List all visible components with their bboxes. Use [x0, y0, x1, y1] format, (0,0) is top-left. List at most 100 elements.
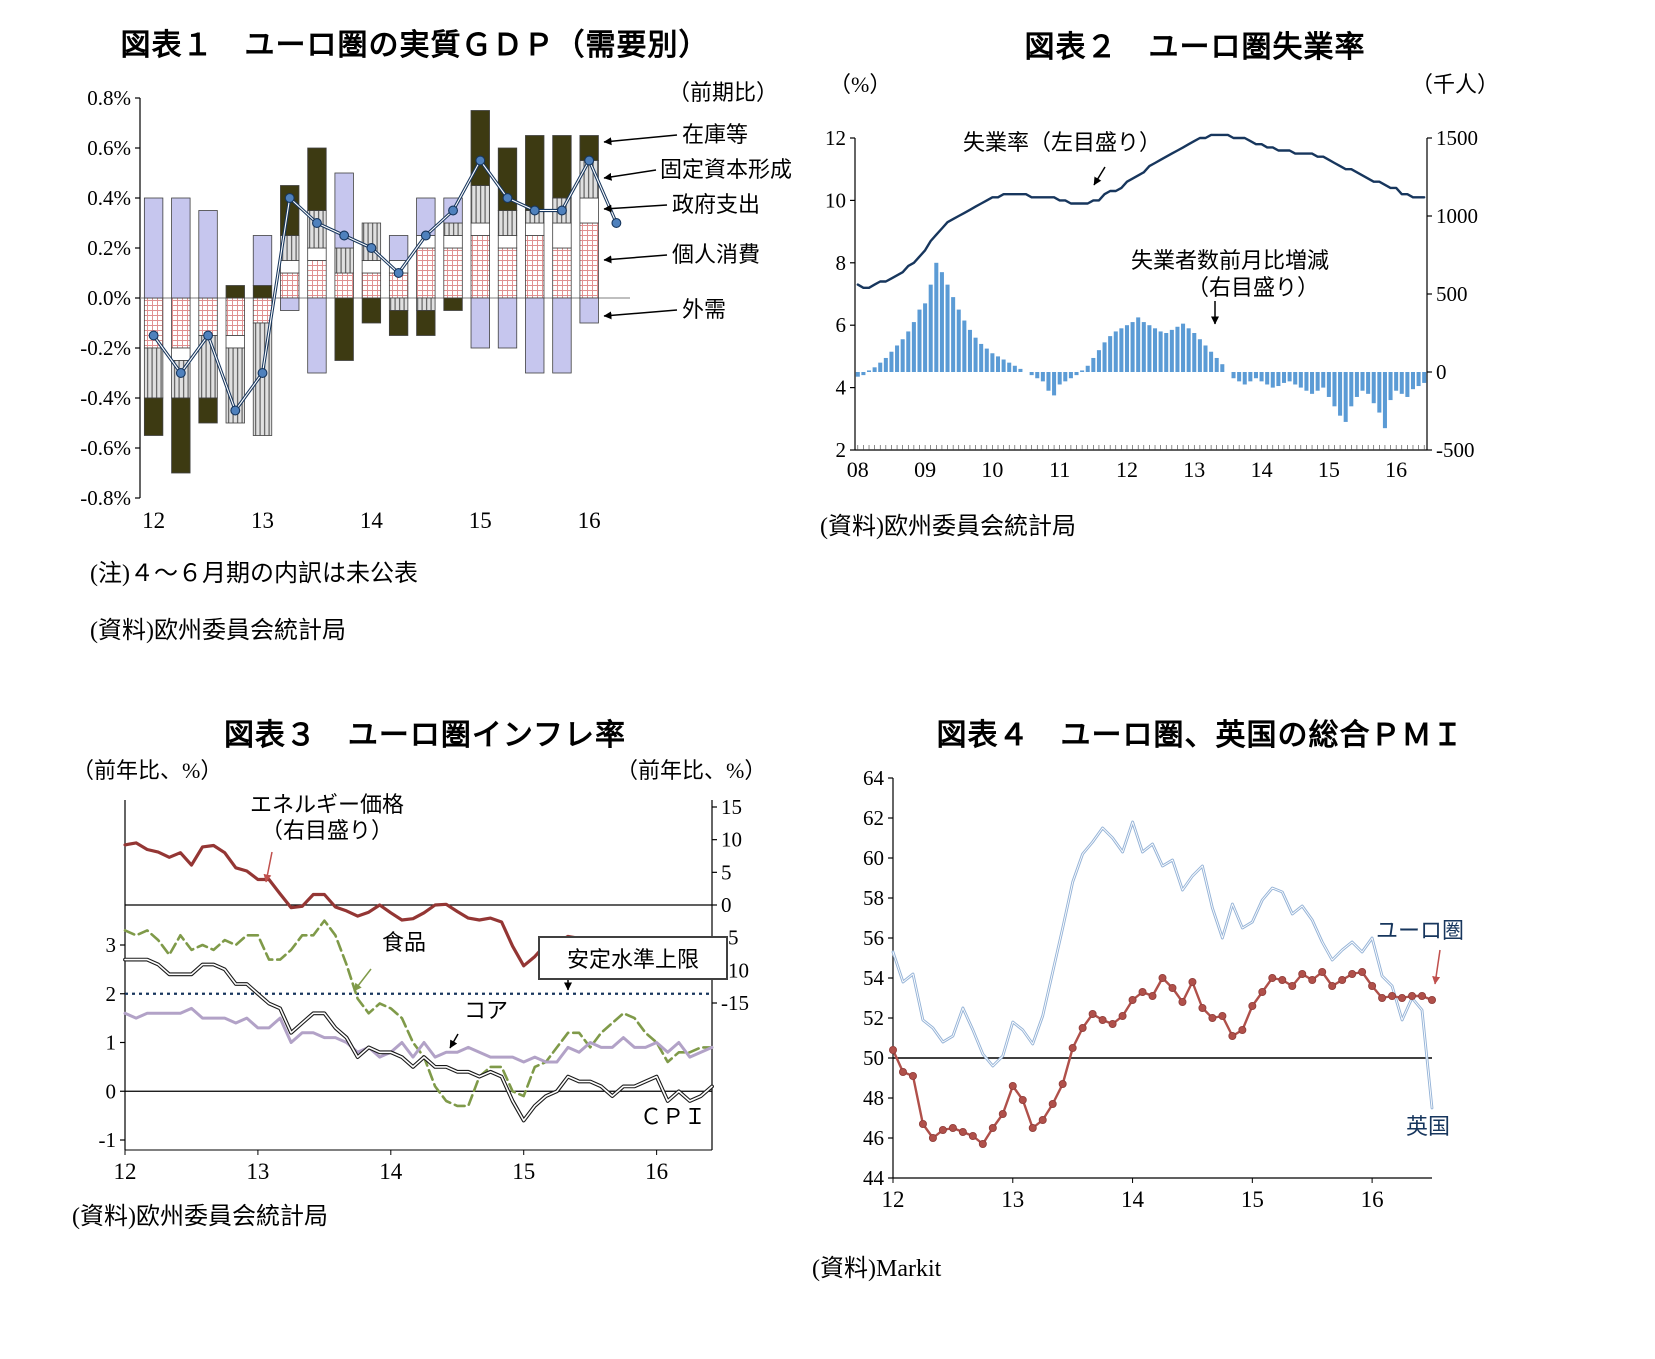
fig3-energy-annotation-line1: エネルギー価格: [249, 792, 404, 817]
svg-text:62: 62: [863, 806, 884, 830]
fig3-unit-right-label: （前年比、%）: [616, 758, 767, 783]
svg-text:10: 10: [825, 188, 846, 212]
fig1-legend-consumption-label: 個人消費: [672, 242, 761, 267]
fig1-title: 図表１ ユーロ圏の実質ＧＤＰ（需要別）: [120, 29, 710, 62]
fig2-change-annotation-line2: （右目盛り）: [1187, 275, 1320, 300]
fig1-panel: 図表１ ユーロ圏の実質ＧＤＰ（需要別） -0.8% -0.6% -0.4% -0.2%…: [20, 8, 810, 688]
fig2-panel: 図表２ ユーロ圏失業率 2 4 6 8 10 12 -500 0 500 1000 1500 08 09…: [815, 8, 1515, 588]
svg-text:15: 15: [469, 508, 492, 533]
svg-text:10: 10: [721, 828, 742, 852]
svg-text:14: 14: [1121, 1187, 1145, 1212]
svg-text:44: 44: [863, 1166, 885, 1190]
svg-text:13: 13: [246, 1159, 269, 1184]
fig1-legend-inventories-label: 在庫等: [682, 122, 749, 147]
svg-text:46: 46: [863, 1126, 884, 1150]
svg-text:14: 14: [1251, 457, 1273, 482]
svg-text:-1: -1: [99, 1128, 117, 1152]
svg-text:12: 12: [825, 126, 846, 150]
svg-text:50: 50: [863, 1046, 884, 1070]
svg-text:16: 16: [578, 508, 601, 533]
svg-text:0.0%: 0.0%: [87, 286, 131, 310]
fig1-source: (資料)欧州委員会統計局: [90, 618, 346, 644]
svg-text:2: 2: [106, 982, 117, 1006]
fig4-uk-annotation: 英国: [1406, 1114, 1451, 1139]
svg-text:54: 54: [863, 966, 885, 990]
fig4-euro-annotation: ユーロ圏: [1376, 918, 1465, 943]
svg-text:500: 500: [1436, 282, 1468, 306]
svg-text:13: 13: [1183, 457, 1205, 482]
fig1-legend-external-label: 外需: [682, 297, 727, 322]
svg-text:5: 5: [721, 860, 732, 884]
svg-text:0.2%: 0.2%: [87, 236, 131, 260]
svg-text:10: 10: [981, 457, 1003, 482]
svg-text:0.8%: 0.8%: [87, 86, 131, 110]
fig3-panel: 図表３ ユーロ圏インフレ率 3 2 1 0 -1 15 10 5 0 -5 -10 -15 12 13 14…: [60, 700, 790, 1320]
fig3-stability-limit-box: 安定水準上限: [538, 936, 728, 980]
fig3-food-annotation: 食品: [382, 930, 427, 955]
svg-text:16: 16: [1361, 1187, 1384, 1212]
svg-text:64: 64: [863, 766, 885, 790]
svg-text:1000: 1000: [1436, 204, 1478, 228]
svg-text:1: 1: [106, 1031, 117, 1055]
svg-text:-0.4%: -0.4%: [80, 386, 131, 410]
fig2-source: (資料)欧州委員会統計局: [820, 514, 1076, 540]
fig1-note: (注)４～６月期の内訳は未公表: [90, 561, 418, 587]
svg-text:56: 56: [863, 926, 884, 950]
svg-text:58: 58: [863, 886, 884, 910]
svg-text:3: 3: [106, 933, 117, 957]
fig3-source: (資料)欧州委員会統計局: [72, 1204, 328, 1230]
svg-text:52: 52: [863, 1006, 884, 1030]
svg-text:09: 09: [914, 457, 936, 482]
svg-text:14: 14: [360, 508, 384, 533]
fig2-change-annotation-line1: 失業者数前月比増減: [1131, 248, 1330, 273]
svg-text:6: 6: [836, 313, 847, 337]
svg-text:4: 4: [836, 376, 847, 400]
fig3-energy-annotation-line2: （右目盛り）: [260, 818, 393, 843]
fig3-title: 図表３ ユーロ圏インフレ率: [223, 719, 627, 752]
svg-text:14: 14: [379, 1159, 403, 1184]
svg-text:08: 08: [847, 457, 869, 482]
svg-text:15: 15: [721, 795, 742, 819]
svg-text:15: 15: [512, 1159, 535, 1184]
svg-text:12: 12: [114, 1159, 137, 1184]
svg-text:-0.2%: -0.2%: [80, 336, 131, 360]
fig3-core-annotation: コア: [464, 998, 509, 1023]
fig4-title: 図表４ ユーロ圏、英国の総合ＰＭＩ: [936, 719, 1464, 752]
svg-text:-0.6%: -0.6%: [80, 436, 131, 460]
svg-text:15: 15: [1241, 1187, 1264, 1212]
svg-text:0.4%: 0.4%: [87, 186, 131, 210]
fig1-legend-government-label: 政府支出: [672, 192, 761, 217]
fig3-unit-left-label: （前年比、%）: [72, 758, 223, 783]
svg-text:0: 0: [106, 1079, 117, 1103]
svg-text:0: 0: [721, 893, 732, 917]
svg-text:16: 16: [1385, 457, 1407, 482]
fig2-unemployment-chart: 2 4 6 8 10 12 -500 0 500 1000 1500 08 09 10 11 12 13 14 15…: [825, 126, 1478, 482]
svg-text:8: 8: [836, 251, 847, 275]
fig2-rate-annotation: 失業率（左目盛り）: [963, 130, 1162, 155]
fig2-unit-left-label: （%）: [829, 72, 892, 97]
fig4-panel: 図表４ ユーロ圏、英国の総合ＰＭＩ 44 46 48 50 52 54 56 58 60 62 64…: [810, 700, 1530, 1350]
svg-text:48: 48: [863, 1086, 884, 1110]
fig1-qoq-label: （前期比）: [668, 80, 779, 105]
svg-text:1500: 1500: [1436, 126, 1478, 150]
fig2-title: 図表２ ユーロ圏失業率: [1024, 31, 1366, 64]
svg-text:12: 12: [142, 508, 165, 533]
svg-text:0.6%: 0.6%: [87, 136, 131, 160]
svg-text:11: 11: [1049, 457, 1070, 482]
svg-text:13: 13: [251, 508, 274, 533]
fig4-source: (資料)Markit: [812, 1256, 942, 1282]
svg-text:60: 60: [863, 846, 884, 870]
fig1-gdp-chart: -0.8% -0.6% -0.4% -0.2% 0.0% 0.2% 0.4% 0.6% 0.8%…: [80, 86, 678, 533]
svg-text:12: 12: [1116, 457, 1138, 482]
svg-text:-500: -500: [1436, 438, 1475, 462]
svg-text:0: 0: [1436, 360, 1447, 384]
svg-text:2: 2: [836, 438, 847, 462]
svg-text:-0.8%: -0.8%: [80, 486, 131, 510]
fig3-cpi-annotation: ＣＰＩ: [640, 1104, 707, 1129]
fig1-legend-fixed-capital-label: 固定資本形成: [660, 157, 793, 182]
svg-text:-15: -15: [721, 991, 749, 1015]
svg-text:16: 16: [645, 1159, 668, 1184]
svg-text:12: 12: [882, 1187, 905, 1212]
